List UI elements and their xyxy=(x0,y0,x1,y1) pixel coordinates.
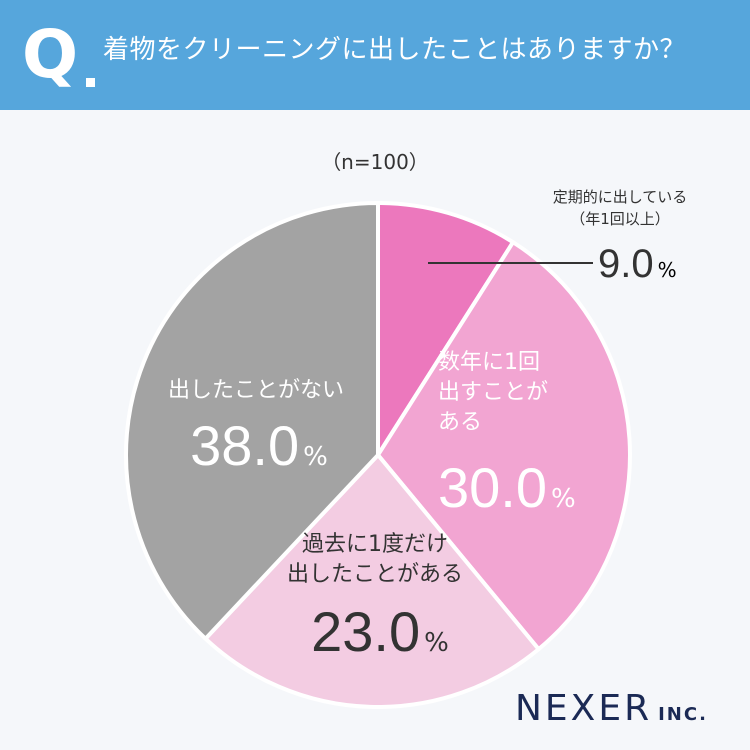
slice-label-few-years-line1: 数年に1回 xyxy=(438,350,540,375)
slice-label-once: 過去に1度だけ 出したことがある xyxy=(240,530,510,590)
slice-label-once-line1: 過去に1度だけ xyxy=(302,532,448,557)
slice-label-few-years-line3: ある xyxy=(438,410,483,435)
slice-value-regular-number: 9.0 xyxy=(598,242,654,286)
slice-value-once: 23.0% xyxy=(290,600,470,664)
slice-label-once-line2: 出したことがある xyxy=(286,562,463,587)
brand-suffix: INC. xyxy=(658,704,708,725)
slice-value-regular-percent: % xyxy=(657,258,677,282)
slice-label-never-line1: 出したことがない xyxy=(167,378,344,403)
pie-slice-few-years xyxy=(376,240,632,652)
pie-slice-never xyxy=(124,201,380,641)
pie-slice-regular xyxy=(376,201,516,457)
header-bar: Q 着物をクリーニングに出したことはありますか？ xyxy=(0,0,750,110)
brand-name: NEXER xyxy=(515,688,653,729)
slice-label-regular-line1: 定期的に出している xyxy=(552,188,688,206)
slice-value-once-number: 23.0 xyxy=(311,600,421,663)
q-mark: Q xyxy=(22,16,79,93)
slice-label-regular-line2: （年1回以上） xyxy=(570,210,670,228)
slice-value-few-years-number: 30.0 xyxy=(438,456,547,519)
slice-value-never: 38.0% xyxy=(164,414,354,478)
slice-label-few-years: 数年に1回 出すことが ある xyxy=(438,348,548,438)
slice-label-never: 出したことがない xyxy=(146,376,366,406)
leader-line xyxy=(428,262,593,264)
slice-label-few-years-line2: 出すことが xyxy=(438,380,549,405)
slice-value-few-years-percent: % xyxy=(551,484,576,514)
question-title: 着物をクリーニングに出したことはありますか？ xyxy=(103,35,687,65)
q-dot xyxy=(86,78,95,87)
slice-value-regular: 9.0% xyxy=(598,242,677,286)
slice-value-few-years: 30.0% xyxy=(438,456,576,520)
sample-size: （n=100） xyxy=(321,150,429,174)
brand-logo: NEXER INC. xyxy=(515,688,708,729)
slice-value-never-number: 38.0 xyxy=(190,414,300,477)
slice-value-once-percent: % xyxy=(424,628,449,658)
pie-slice-once xyxy=(203,453,541,709)
slice-label-regular: 定期的に出している （年1回以上） xyxy=(520,186,720,230)
slice-value-never-percent: % xyxy=(303,442,328,472)
